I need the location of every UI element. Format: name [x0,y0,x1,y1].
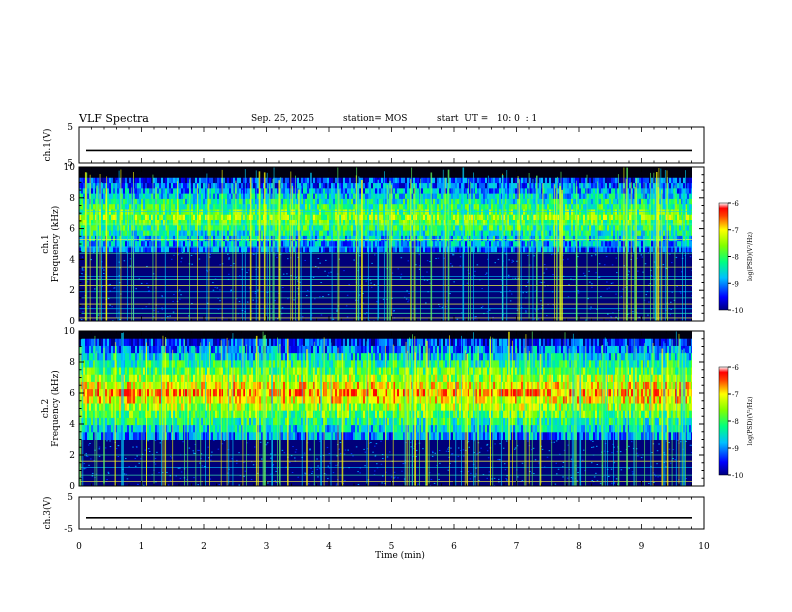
x-tick-label: 10 [698,542,710,552]
station-label: station= MOS [343,114,408,124]
x-tick-label: 7 [514,542,520,552]
y-axis-label: ch.3(V) [42,497,53,530]
colorbar-tick-label: -10 [732,307,743,315]
colorbar-tick-label: -6 [732,364,739,372]
start-time-label: start UT = 10: 0 : 1 [437,114,538,124]
y-tick-label: 6 [69,389,75,399]
panel-frame [78,126,705,164]
y-tick-label: 8 [69,358,75,368]
colorbar [718,202,729,311]
colorbar-label: log(PSD)(V²/Hz) [747,232,754,281]
colorbar [718,366,729,476]
y-tick-label: 5 [67,123,73,133]
y-tick-label: 4 [69,255,75,265]
colorbar-tick-label: -9 [732,445,739,453]
chart-title: VLF Spectra [79,112,149,125]
date-label: Sep. 25, 2025 [251,114,315,124]
y-axis-label-channel: ch.2 [41,399,51,418]
colorbar-tick-label: -7 [732,227,739,235]
colorbar-tick-label: -9 [732,280,739,288]
y-axis-label-channel: ch.1 [41,234,51,253]
x-axis-label: Time (min) [375,550,425,561]
y-axis-label: ch.1(V) [42,129,53,162]
colorbar-tick-label: -6 [732,200,739,208]
x-tick-label: 1 [139,542,145,552]
x-tick-label: 3 [264,542,270,552]
colorbar-label: log(PSD)(V²/Hz) [747,397,754,446]
colorbar-tick-label: -10 [732,472,743,480]
x-tick-label: 6 [451,542,457,552]
y-tick-label: 10 [64,327,76,337]
y-tick-label: 0 [69,317,75,327]
y-tick-label: 2 [69,451,75,461]
x-tick-label: 9 [639,542,645,552]
y-tick-label: 10 [64,163,76,173]
y-tick-label: 0 [69,482,75,492]
y-tick-label: 6 [69,225,75,235]
y-tick-label: -5 [64,159,73,169]
y-tick-label: 2 [69,286,75,296]
x-tick-label: 0 [76,542,82,552]
y-axis-label-frequency: Frequency (kHz) [50,206,61,283]
x-tick-label: 2 [201,542,207,552]
colorbar-tick-label: -8 [732,254,739,262]
spectrogram-ch1 [79,167,692,321]
colorbar-tick-label: -7 [732,391,739,399]
y-tick-label: 8 [69,194,75,204]
y-axis-label-frequency: Frequency (kHz) [50,370,61,447]
x-tick-label: 8 [576,542,582,552]
y-tick-label: 5 [67,493,73,503]
x-tick-label: 4 [326,542,332,552]
y-tick-label: -5 [64,525,73,535]
y-tick-label: 4 [69,420,75,430]
x-tick-label: 5 [389,542,395,552]
spectrogram-ch2 [79,331,692,486]
colorbar-tick-label: -8 [732,418,739,426]
